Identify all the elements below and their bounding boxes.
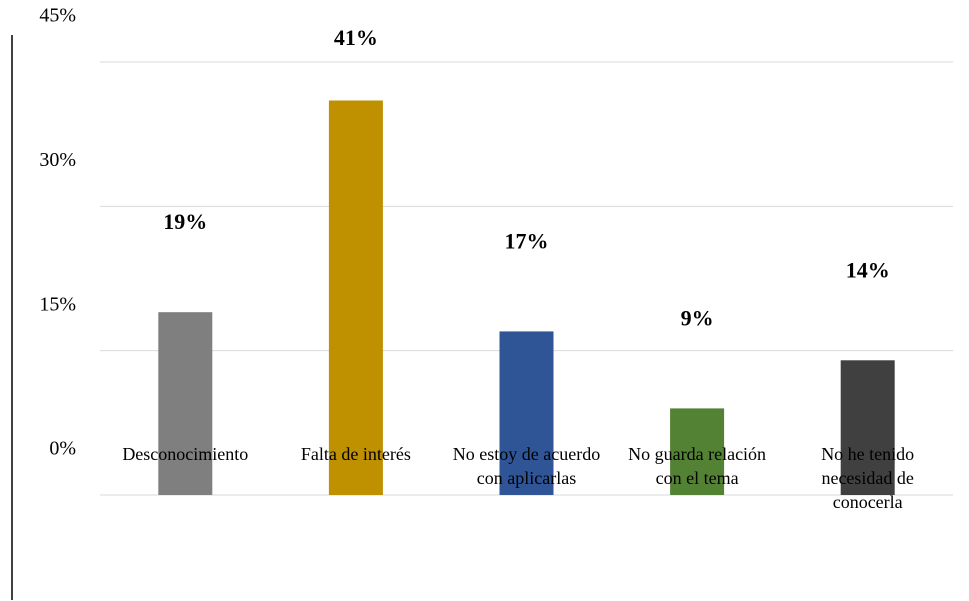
y-tick-label: 0% bbox=[49, 438, 76, 460]
y-tick-label: 30% bbox=[39, 149, 76, 171]
x-tick-label: Falta de interés bbox=[300, 444, 411, 464]
data-label: 14% bbox=[846, 257, 890, 282]
data-label: 9% bbox=[681, 305, 714, 330]
x-tick-label: No estoy de acuerdo con aplicarlas bbox=[452, 444, 601, 488]
data-label: 17% bbox=[505, 228, 549, 253]
bar bbox=[328, 100, 383, 495]
bar bbox=[499, 331, 554, 495]
y-tick-label: 45% bbox=[39, 5, 76, 27]
x-tick-label: No guarda relación con el tema bbox=[628, 444, 767, 488]
bar bbox=[158, 312, 213, 495]
bar bbox=[670, 408, 725, 495]
data-label: 19% bbox=[163, 209, 207, 234]
y-tick-label: 15% bbox=[39, 293, 76, 315]
x-tick-label: Desconocimiento bbox=[122, 444, 249, 464]
data-label: 41% bbox=[334, 25, 378, 50]
x-tick-label: No he tenido necesidad de conocerla bbox=[821, 444, 915, 512]
bar bbox=[840, 360, 895, 495]
